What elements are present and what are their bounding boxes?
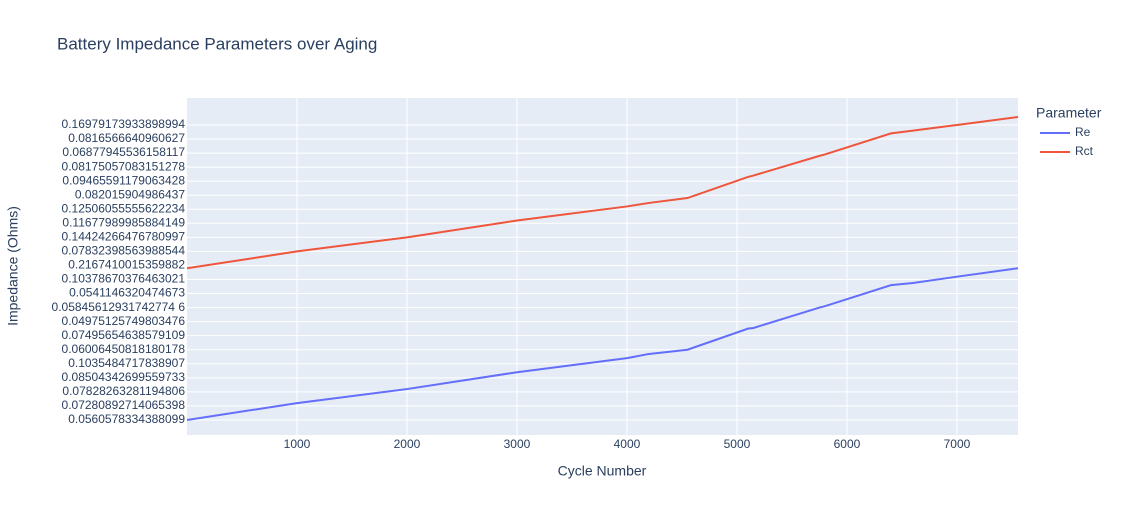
y-tick-label: 0.07828263281194806 bbox=[62, 384, 185, 398]
x-tick-label: 5000 bbox=[724, 437, 751, 451]
y-tick-label: 0.0560578334388099 bbox=[68, 412, 185, 426]
y-tick-label: 0.14424266476780997 bbox=[62, 230, 186, 244]
y-tick-label: 0.08504342699559733 bbox=[62, 370, 186, 384]
y-tick-label: 0.05845612931742774 6 bbox=[52, 300, 186, 314]
y-axis-title: Impedance (Ohms) bbox=[5, 206, 21, 326]
y-tick-label: 0.1035484717838907 bbox=[68, 356, 185, 370]
y-tick-label: 0.2167410015359882 bbox=[68, 258, 185, 272]
y-tick-label: 0.07832398563988544 bbox=[62, 244, 186, 258]
y-tick-label: 0.08175057083151278 bbox=[62, 159, 186, 173]
y-tick-label: 0.16979173933898994 bbox=[62, 117, 186, 131]
y-tick-label: 0.09465591179063428 bbox=[62, 173, 185, 187]
plot-area bbox=[187, 98, 1018, 435]
x-tick-label: 2000 bbox=[394, 437, 421, 451]
y-tick-label: 0.06877945536158117 bbox=[62, 145, 185, 159]
y-tick-label: 0.11677989985884149 bbox=[62, 215, 185, 229]
y-tick-label: 0.06006450818180178 bbox=[62, 342, 186, 356]
x-axis-title: Cycle Number bbox=[558, 463, 647, 479]
y-tick-label: 0.12506055555622234 bbox=[62, 201, 186, 215]
y-tick-label: 0.10378670376463021 bbox=[62, 272, 186, 286]
y-tick-label: 0.04975125749803476 bbox=[62, 314, 186, 328]
legend-label: Re bbox=[1075, 125, 1091, 139]
x-tick-label: 3000 bbox=[504, 437, 531, 451]
y-tick-label: 0.07495654638579109 bbox=[62, 328, 186, 342]
x-tick-label: 7000 bbox=[944, 437, 971, 451]
y-tick-label: 0.07280892714065398 bbox=[62, 398, 186, 412]
chart-title: Battery Impedance Parameters over Aging bbox=[57, 34, 377, 53]
x-tick-label: 6000 bbox=[834, 437, 861, 451]
x-tick-label: 1000 bbox=[284, 437, 311, 451]
x-tick-label: 4000 bbox=[614, 437, 641, 451]
y-tick-label: 0.0816566640960627 bbox=[68, 131, 185, 145]
legend-label: Rct bbox=[1075, 144, 1094, 158]
y-tick-label: 0.082015904986437 bbox=[75, 187, 185, 201]
legend-title: Parameter bbox=[1036, 105, 1102, 121]
y-tick-label: 0.0541146320474673 bbox=[69, 286, 185, 300]
line bbox=[187, 115, 1018, 270]
line bbox=[187, 267, 1018, 421]
